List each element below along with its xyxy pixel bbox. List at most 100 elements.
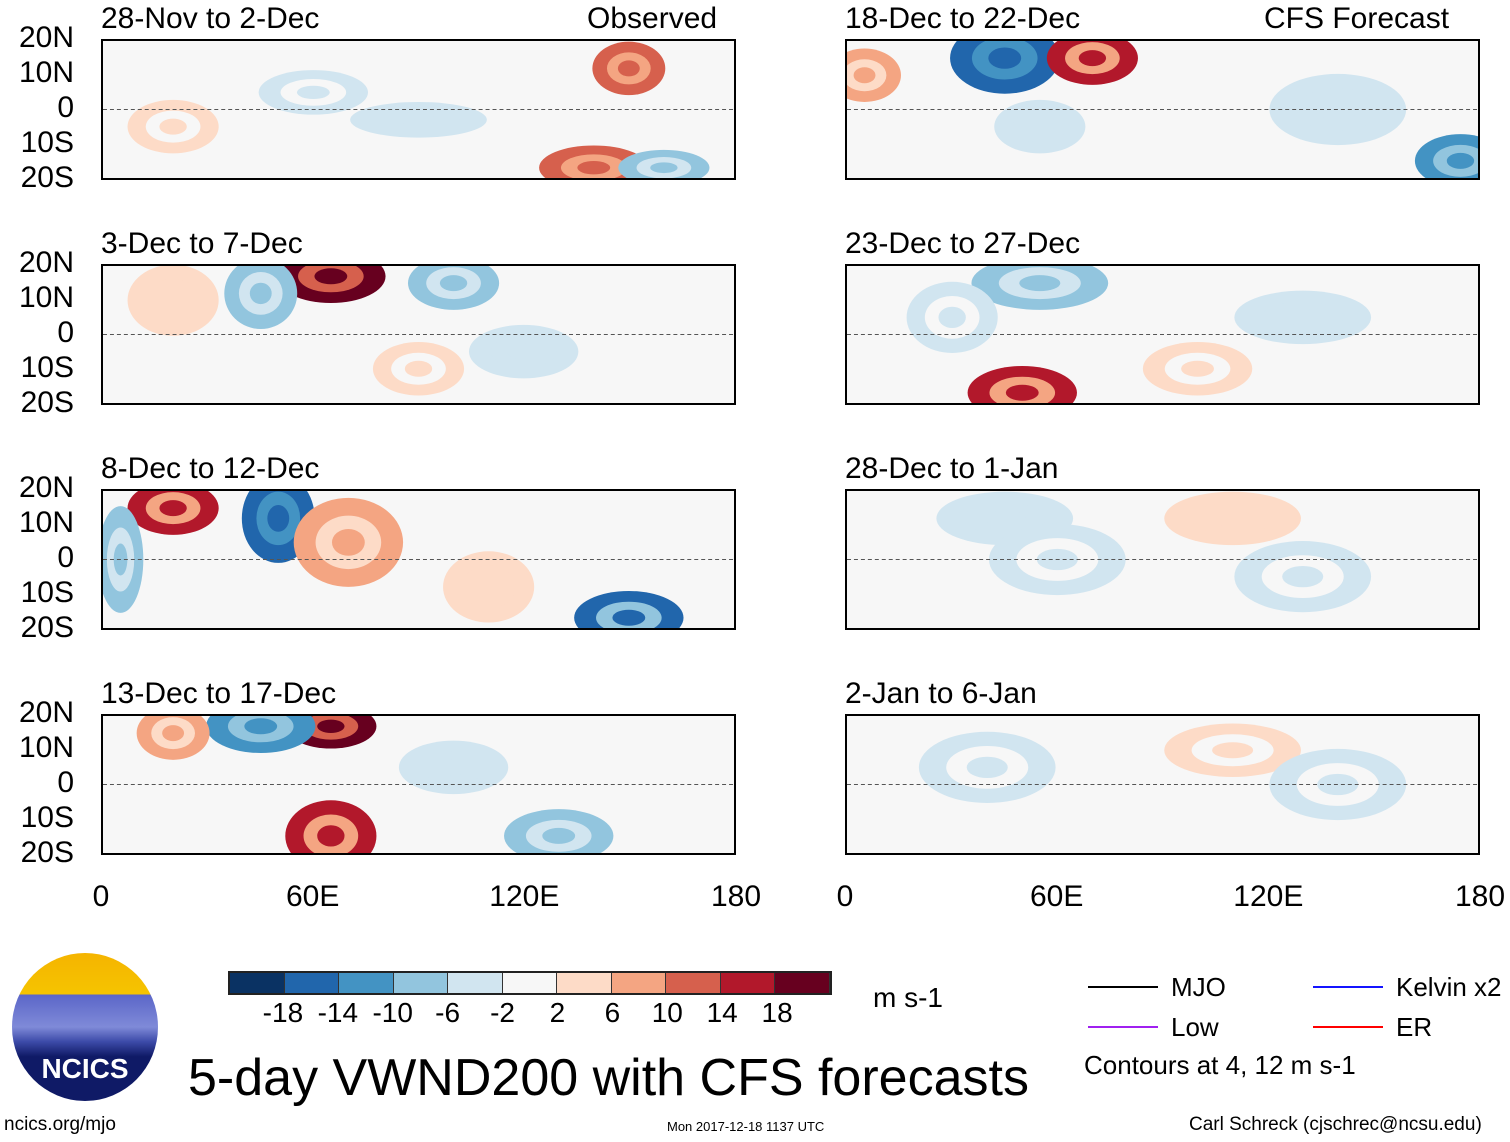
anomaly-contour <box>938 306 966 329</box>
map-panel <box>845 489 1480 630</box>
y-tick-label: 20S <box>20 386 74 419</box>
anomaly-contour <box>966 756 1008 779</box>
y-tick-label: 10N <box>18 281 74 314</box>
anomaly-contour <box>988 47 1022 69</box>
anomaly-contour <box>984 510 1026 527</box>
panel-title: 28-Dec to 1-Jan <box>845 452 1059 485</box>
x-tick-label: 180 <box>1454 880 1506 913</box>
map-panel <box>101 264 736 405</box>
footer-timestamp: Mon 2017-12-18 1137 UTC <box>667 1119 825 1134</box>
legend-label: ER <box>1396 1012 1433 1042</box>
colorbar-swatch <box>448 973 503 993</box>
anomaly-contour <box>1212 510 1254 527</box>
y-tick-label: 0 <box>57 541 74 574</box>
y-tick-label: 10S <box>20 351 74 384</box>
anomaly-contour <box>244 718 278 735</box>
colorbar <box>228 971 832 995</box>
anomaly-contour <box>296 85 330 100</box>
anomaly-contour <box>439 275 468 292</box>
y-tick-label: 20S <box>20 836 74 869</box>
colorbar-swatch <box>339 973 394 993</box>
anomaly-contour <box>650 162 678 174</box>
anomaly-contour <box>397 114 440 126</box>
y-tick-label: 20N <box>18 696 74 729</box>
map-panel <box>101 39 736 180</box>
map-panel <box>845 714 1480 855</box>
colorbar-label: 14 <box>706 997 738 1028</box>
panel-title: 18-Dec to 22-Dec <box>845 2 1081 35</box>
colorbar-swatch <box>720 973 776 993</box>
anomaly-contour <box>437 759 470 776</box>
y-tick-label: 20N <box>18 21 74 54</box>
footer-author: Carl Schreck (cjschrec@ncsu.edu) <box>1189 1114 1482 1135</box>
anomaly-contour <box>1078 50 1107 67</box>
anomaly-contour <box>1181 360 1214 377</box>
anomaly-contour <box>612 609 646 626</box>
anomaly-contour <box>577 161 611 175</box>
colorbar-label: -14 <box>317 997 359 1028</box>
colorbar-label: -10 <box>372 997 413 1028</box>
x-tick-label: 120E <box>489 880 560 913</box>
anomaly-contour <box>159 500 187 517</box>
y-tick-label: 20S <box>20 611 74 644</box>
colorbar-label: -2 <box>490 997 515 1028</box>
colorbar-label: -18 <box>262 997 304 1028</box>
anomaly-contour <box>617 60 640 77</box>
anomaly-contour <box>159 118 187 135</box>
panel-title: 3-Dec to 7-Dec <box>101 227 303 260</box>
colorbar-swatch <box>611 973 667 993</box>
y-tick-label: 0 <box>57 91 74 124</box>
colorbar-label: 2 <box>549 997 566 1028</box>
y-tick-label: 20N <box>18 246 74 279</box>
anomaly-contour <box>162 725 185 742</box>
anomaly-contour <box>317 719 345 733</box>
anomaly-contour <box>1005 384 1039 401</box>
map-panel <box>845 264 1480 405</box>
y-tick-label: 20N <box>18 471 74 504</box>
legend-line <box>1088 986 1158 988</box>
y-tick-label: 10N <box>18 731 74 764</box>
contour-note: Contours at 4, 12 m s-1 <box>1084 1050 1356 1080</box>
anomaly-contour <box>1212 742 1254 759</box>
y-tick-label: 10S <box>20 576 74 609</box>
y-tick-label: 20S <box>20 161 74 194</box>
x-tick-label: 180 <box>710 880 762 913</box>
anomaly-contour <box>331 529 365 556</box>
x-tick-label: 0 <box>92 880 110 913</box>
colorbar-label: 10 <box>651 997 683 1028</box>
y-tick-label: 0 <box>57 316 74 349</box>
panel-title: 13-Dec to 17-Dec <box>101 677 337 710</box>
anomaly-contour <box>474 576 503 598</box>
anomaly-contour <box>507 343 541 360</box>
figure-title: 5-day VWND200 with CFS forecasts <box>188 1049 1029 1107</box>
panel-title: 8-Dec to 12-Dec <box>101 452 320 485</box>
colorbar-swatch <box>502 973 558 993</box>
anomaly-contour <box>249 282 272 305</box>
colorbar-units: m s-1 <box>873 982 943 1013</box>
anomaly-contour <box>1026 118 1054 135</box>
colorbar-label: 18 <box>761 997 793 1028</box>
colorbar-swatch <box>666 973 721 993</box>
y-tick-label: 10S <box>20 801 74 834</box>
anomaly-contour <box>314 268 348 285</box>
x-tick-label: 60E <box>1029 880 1084 913</box>
anomaly-contour <box>404 360 433 377</box>
map-panel <box>101 489 736 630</box>
legend-label: Kelvin x2 <box>1396 972 1502 1002</box>
x-tick-label: 60E <box>285 880 340 913</box>
anomaly-contour <box>542 827 576 844</box>
map-panel <box>101 714 736 855</box>
legend-line <box>1313 986 1383 988</box>
colorbar-swatch <box>775 973 831 993</box>
y-tick-label: 10N <box>18 56 74 89</box>
legend-label: Low <box>1171 1012 1219 1042</box>
forecast-heading: CFS Forecast <box>1264 2 1450 35</box>
colorbar-swatch <box>393 973 449 993</box>
anomaly-contour <box>159 289 187 311</box>
anomaly-contour <box>1282 309 1324 326</box>
x-tick-label: 0 <box>836 880 854 913</box>
y-tick-label: 10S <box>20 126 74 159</box>
colorbar-swatch <box>284 973 340 993</box>
observed-heading: Observed <box>587 2 718 35</box>
